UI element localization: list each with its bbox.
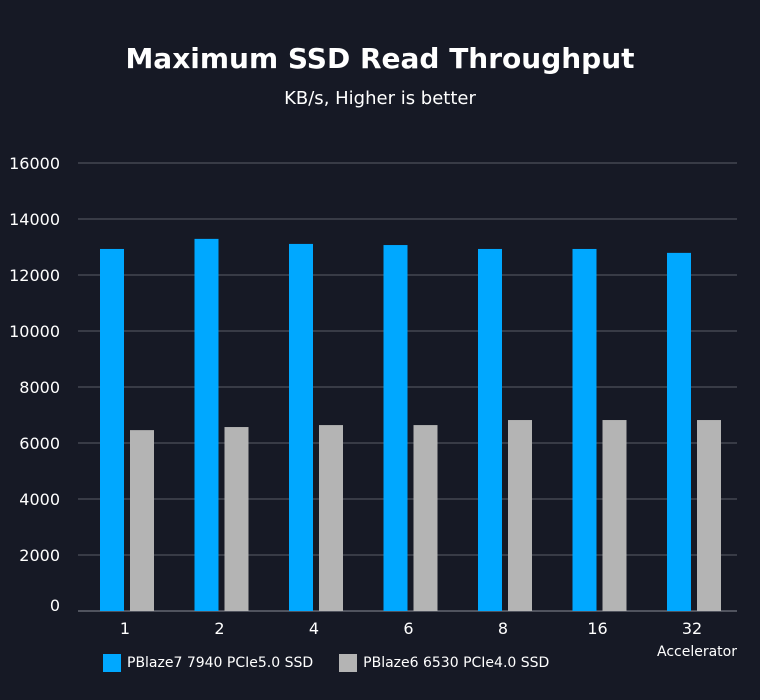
x-axis-label: Accelerator	[657, 644, 737, 660]
legend-item: PBlaze6 6530 PCIe4.0 SSD	[339, 654, 549, 672]
bar-pblaze7	[289, 243, 313, 612]
legend-label: PBlaze6 6530 PCIe4.0 SSD	[363, 655, 550, 671]
y-tick-label: 2000	[19, 546, 60, 565]
legend-item: PBlaze7 7940 PCIe5.0 SSD	[103, 654, 313, 672]
legend-swatch	[103, 654, 121, 672]
y-tick-label: 16000	[9, 154, 60, 173]
chart-subtitle: KB/s, Higher is better	[284, 88, 476, 109]
y-tick-label: 14000	[9, 210, 60, 229]
bar-pblaze6	[224, 427, 249, 611]
y-tick-label: 6000	[19, 434, 60, 453]
legend-swatch	[339, 654, 358, 672]
bar-pblaze7	[194, 238, 219, 611]
bar-pblaze7	[100, 248, 124, 611]
x-tick-label: 32	[682, 619, 702, 638]
bar-pblaze6	[697, 420, 721, 611]
legend-label: PBlaze7 7940 PCIe5.0 SSD	[127, 655, 314, 671]
y-tick-label: 12000	[9, 266, 60, 285]
x-tick-label: 16	[587, 619, 607, 638]
legend: PBlaze7 7940 PCIe5.0 SSD PBlaze6 6530 PC…	[103, 654, 549, 672]
y-tick-label: 4000	[19, 490, 60, 509]
x-tick-label: 4	[309, 619, 319, 638]
x-tick-label: 6	[403, 619, 413, 638]
y-tick-label: 0	[50, 596, 60, 615]
bar-pblaze7	[572, 248, 597, 611]
bar-pblaze7	[478, 248, 502, 611]
bar-pblaze6	[508, 420, 532, 611]
x-tick-label: 8	[498, 619, 508, 638]
bar-pblaze7	[667, 252, 691, 611]
bar-pblaze6	[130, 430, 154, 611]
x-tick-label: 2	[214, 619, 224, 638]
bar-pblaze6	[413, 425, 438, 611]
bar-pblaze6	[602, 420, 627, 611]
bar-pblaze6	[319, 425, 343, 611]
chart-title: Maximum SSD Read Throughput	[125, 42, 635, 75]
y-tick-label: 8000	[19, 378, 60, 397]
bar-pblaze7	[383, 245, 408, 612]
y-tick-label: 10000	[9, 322, 60, 341]
x-tick-label: 1	[120, 619, 130, 638]
